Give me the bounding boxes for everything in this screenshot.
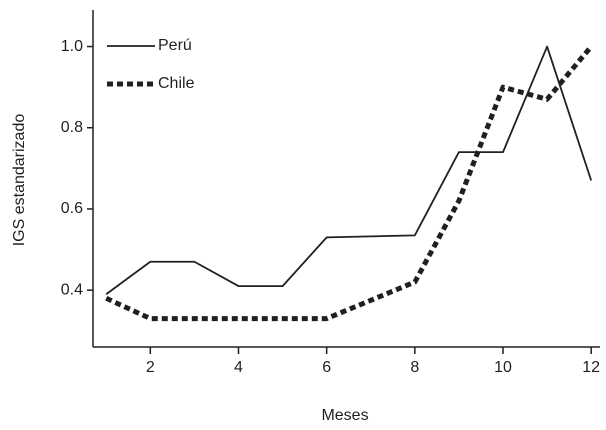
line: [105, 45, 593, 295]
y-axis-label: IGS estandarizado: [11, 114, 28, 247]
x-tick-label: 10: [494, 359, 512, 376]
y-tick-label: 1.0: [61, 38, 83, 55]
line: [105, 44, 594, 322]
x-tick-label: 4: [234, 359, 243, 376]
x-tick-label: 8: [410, 359, 419, 376]
x-axis-label: Meses: [321, 407, 368, 424]
legend-label: Chile: [158, 75, 195, 92]
y-tick-label: 0.6: [61, 200, 83, 217]
y-tick-label: 0.4: [61, 281, 83, 298]
x-tick-label: 6: [322, 359, 331, 376]
x-tick-label: 12: [582, 359, 600, 376]
x-tick-label: 2: [146, 359, 155, 376]
legend-label: Perú: [158, 37, 192, 54]
y-tick-label: 0.8: [61, 119, 83, 136]
